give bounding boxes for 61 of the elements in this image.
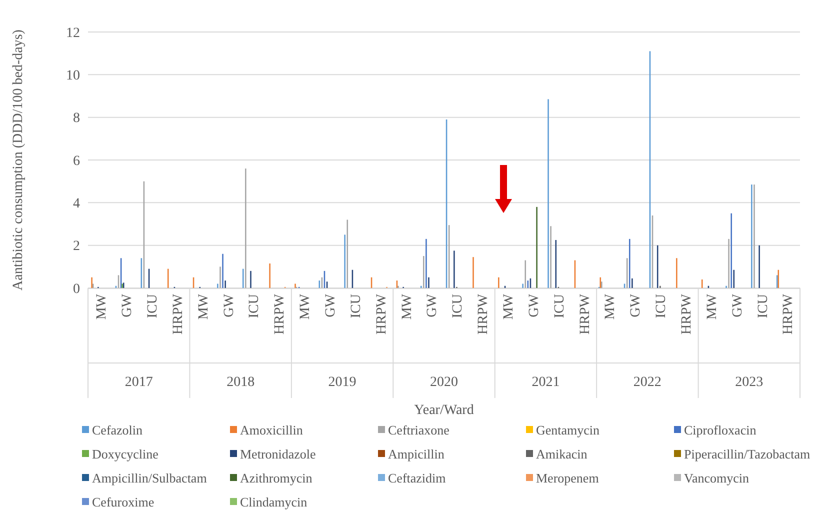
text: 2023 <box>735 375 764 390</box>
x-tick-label: ICU <box>348 294 364 318</box>
y-tick-label: 6 <box>73 154 80 169</box>
x-tick-label: MW <box>501 293 516 320</box>
legend-label: Ampicillin <box>388 446 445 462</box>
text: 2018 <box>226 375 255 390</box>
legend-label: Meropenem <box>536 470 599 486</box>
legend-label: Cefuroxime <box>92 494 154 510</box>
x-tick-label: GW <box>323 293 338 318</box>
x-tick-label: HRPW <box>476 293 492 334</box>
x-tick-label: GW <box>120 293 136 318</box>
x-tick-label: ICU <box>450 294 466 318</box>
x-tick-label: MW <box>298 293 314 320</box>
text: 2019 <box>328 375 356 390</box>
x-tick-label: GW <box>425 293 440 318</box>
y-tick-label: 2 <box>73 239 80 254</box>
x-tick-label: GW <box>526 293 542 318</box>
x-tick-label: ICU <box>552 294 568 318</box>
text: 2022 <box>633 375 662 390</box>
x-tick-label: GW <box>730 293 746 318</box>
legend-label: Azithromycin <box>240 470 313 486</box>
x-axis-title: Year/Ward <box>414 403 474 418</box>
legend-label: Amikacin <box>536 446 588 462</box>
y-tick-label: 8 <box>73 111 80 126</box>
x-tick-label: MW <box>400 293 415 320</box>
x-tick-label: GW <box>222 293 237 318</box>
legend-label: Doxycycline <box>92 446 159 462</box>
text: 2021 <box>532 375 560 390</box>
y-axis-title: Aantibiotic consumption (DDD/100 bed-days) <box>11 29 26 290</box>
x-tick-label: HRPW <box>170 293 186 334</box>
y-tick-label: 10 <box>66 68 80 84</box>
x-tick-label: MW <box>603 293 618 320</box>
x-tick-label: MW <box>196 293 212 320</box>
legend-label: Metronidazole <box>240 446 316 462</box>
legend-label: Ceftriaxone <box>388 422 450 438</box>
y-tick-label: 12 <box>66 26 80 41</box>
legend-label: Piperacillin/Tazobactam <box>684 446 810 462</box>
legend-label: Cefazolin <box>92 422 144 438</box>
x-tick-label: HRPW <box>781 293 796 334</box>
x-tick-label: GW <box>628 293 644 318</box>
legend-label: Ciprofloxacin <box>684 422 757 438</box>
legend-label: Ampicillin/Sulbactam <box>92 470 207 486</box>
x-tick-label: ICU <box>654 294 670 318</box>
x-tick-label: ICU <box>756 294 771 318</box>
legend-label: Vancomycin <box>684 470 750 486</box>
x-tick-label: MW <box>94 293 110 320</box>
y-tick-label: 4 <box>73 196 80 212</box>
x-tick-label: HRPW <box>374 293 390 334</box>
legend-label: Clindamycin <box>240 494 308 510</box>
legend-label: Ceftazidim <box>388 470 446 486</box>
y-tick-label: 0 <box>73 282 80 297</box>
x-tick-label: HRPW <box>578 293 593 334</box>
x-tick-label: ICU <box>247 294 262 318</box>
legend-label: Amoxicillin <box>240 422 304 438</box>
x-tick-label: ICU <box>145 294 160 318</box>
text: 2017 <box>124 375 153 390</box>
legend-label: Gentamycin <box>536 422 600 438</box>
x-tick-label: MW <box>704 293 720 320</box>
x-tick-label: HRPW <box>272 293 288 334</box>
x-tick-label: HRPW <box>679 293 694 334</box>
text: 2020 <box>430 375 458 390</box>
